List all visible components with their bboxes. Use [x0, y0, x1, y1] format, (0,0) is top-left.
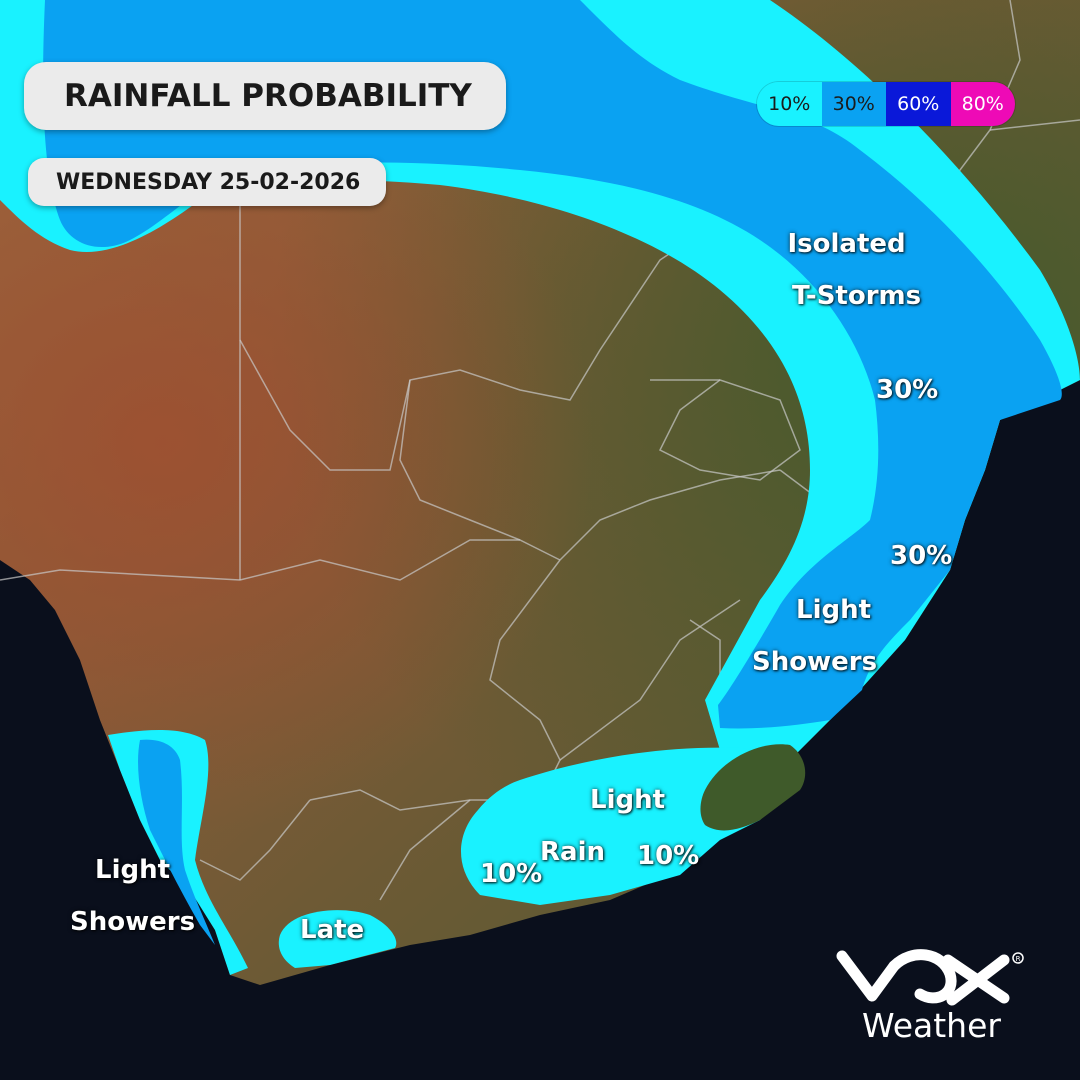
label-pct-10-b-text: 10%: [637, 841, 700, 871]
label-pct-30-north-text: 30%: [876, 375, 939, 405]
rain-zone-30: [43, 0, 1062, 945]
label-light-showers-west: Light Showers: [70, 844, 195, 948]
legend-item-30: 30%: [821, 82, 886, 126]
label-isolated-tstorms: Isolated T-Storms: [772, 218, 921, 322]
label-rain-line2: Rain: [540, 837, 605, 867]
label-pct-30-east-text: 30%: [890, 541, 953, 571]
label-pct-10-a-text: 10%: [480, 859, 543, 889]
legend-item-10: 10%: [757, 82, 822, 126]
label-late: Late: [300, 904, 364, 956]
label-pct-30-north: 30%: [876, 364, 938, 416]
no-rain-patch: [700, 744, 806, 831]
svg-text:R: R: [1016, 955, 1021, 963]
brand-name: Weather: [862, 1006, 1001, 1045]
label-pct-10-south-b: 10%: [637, 830, 699, 882]
probability-legend: 10% 30% 60% 80%: [757, 82, 1015, 126]
forecast-date-text: WEDNESDAY 25-02-2026: [56, 169, 361, 195]
map-title-text: RAINFALL PROBABILITY: [64, 78, 472, 114]
label-showers-east-line2: Showers: [752, 647, 878, 677]
label-pct-30-east: 30%: [890, 530, 952, 582]
legend-item-80: 80%: [950, 82, 1015, 126]
forecast-date: WEDNESDAY 25-02-2026: [28, 158, 387, 206]
label-tstorms-line2: T-Storms: [792, 281, 922, 311]
vox-logo-icon: R: [836, 949, 1024, 1006]
map-title: RAINFALL PROBABILITY: [24, 62, 506, 130]
label-light-showers-east: Light Showers: [752, 584, 877, 688]
legend-item-60: 60%: [886, 82, 951, 126]
label-isolated-line1: Isolated: [787, 229, 906, 259]
label-light-west-line1: Light: [95, 855, 171, 885]
label-showers-west-line2: Showers: [70, 907, 196, 937]
label-late-text: Late: [300, 915, 365, 945]
label-light-rain-line1: Light: [590, 785, 666, 815]
label-light-rain: Light Rain: [540, 774, 665, 878]
label-light-east-line1: Light: [796, 595, 872, 625]
label-pct-10-south-a: 10%: [480, 848, 542, 900]
